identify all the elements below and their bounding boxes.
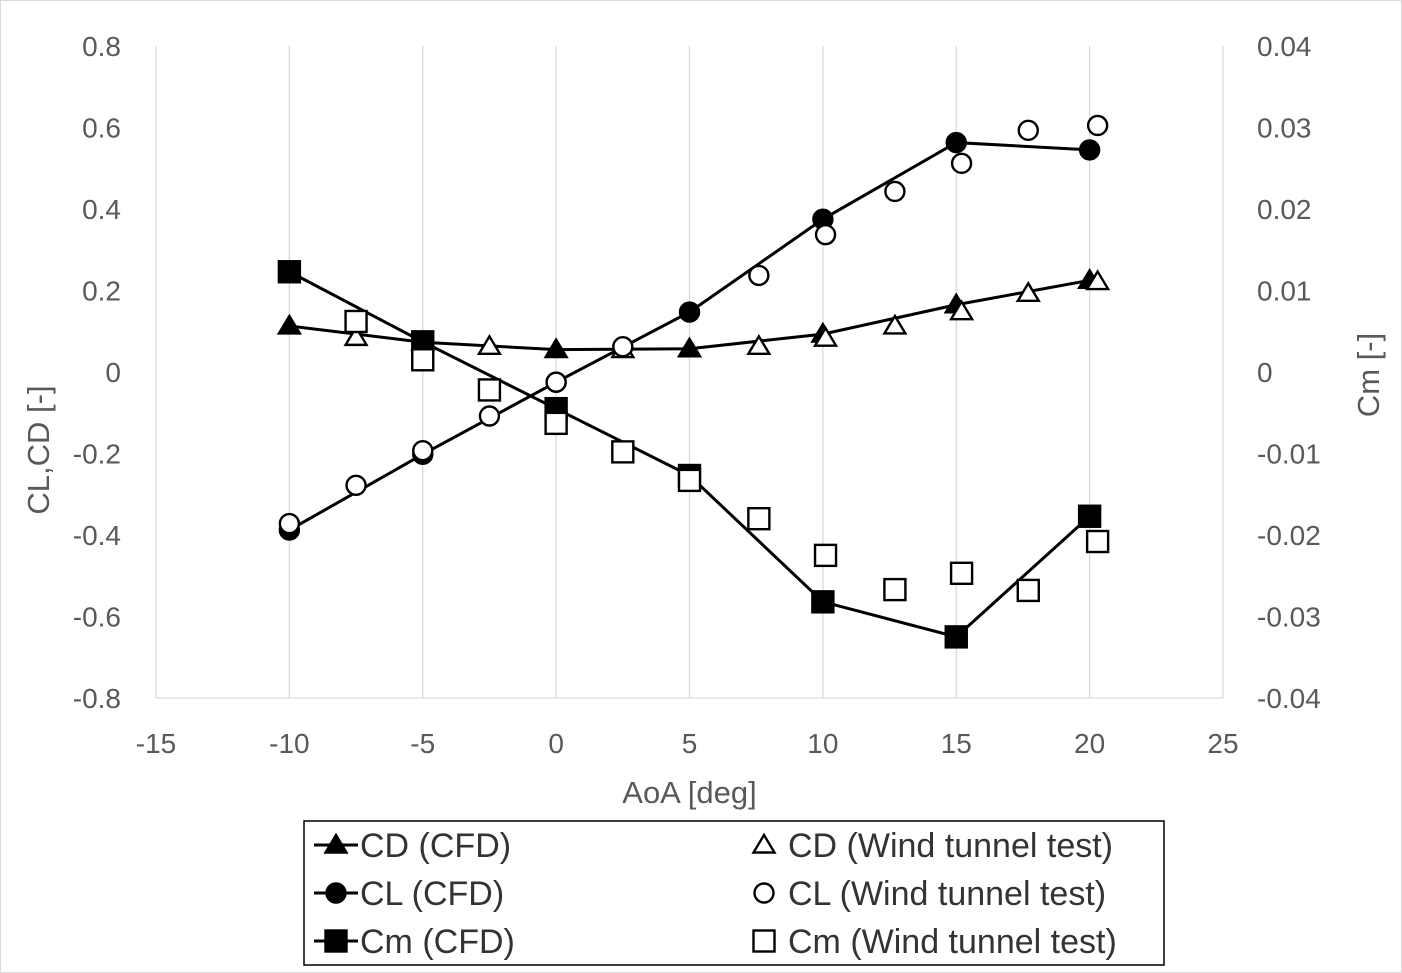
data-point xyxy=(478,405,501,427)
data-point xyxy=(882,313,908,335)
data-point xyxy=(746,333,772,356)
data-point xyxy=(811,590,835,614)
data-point xyxy=(813,543,838,568)
y-left-tick-label: -0.6 xyxy=(73,602,121,633)
y-right-tick-label: 0.04 xyxy=(1257,31,1312,62)
legend-item: CL (Wind tunnel test) xyxy=(753,875,1106,913)
grid-layer xyxy=(155,46,1224,699)
y-left-tick-label: 0.4 xyxy=(82,194,121,225)
data-point xyxy=(278,512,301,535)
data-point xyxy=(1086,114,1109,137)
data-point xyxy=(477,378,502,402)
y-right-tick-label: 0 xyxy=(1257,357,1273,388)
data-point xyxy=(883,577,907,602)
y-left-tick-label: -0.2 xyxy=(73,439,121,470)
data-point xyxy=(950,152,973,175)
data-point xyxy=(543,337,569,359)
legend-item: CD (CFD) xyxy=(314,827,511,865)
legend-marker xyxy=(324,929,348,953)
legend-label: CD (CFD) xyxy=(360,827,511,865)
data-point xyxy=(476,333,503,356)
x-tick-label: 25 xyxy=(1207,728,1238,759)
legend-marker xyxy=(323,832,349,854)
y-left-tick-label: 0.6 xyxy=(82,113,121,144)
x-tick-label: 20 xyxy=(1074,728,1105,759)
data-point xyxy=(677,468,702,493)
axis-layer: -15 -10 -5 0 5 10 15 20 25 0.8 0.6 0.4 0.2 0 -0.2 -0.4 -… xyxy=(21,31,1386,810)
data-point xyxy=(276,313,302,335)
data-point xyxy=(944,625,968,649)
legend: CD (CFD) CD (Wind tunnel test) CL (CFD) CL … xyxy=(303,820,1165,966)
data-point xyxy=(1085,269,1111,291)
x-tick-label: 15 xyxy=(941,728,972,759)
legend-marker xyxy=(325,882,347,904)
data-point xyxy=(1085,529,1110,554)
legend-marker xyxy=(751,832,777,854)
y-right-axis-title: Cm [-] xyxy=(1351,333,1386,417)
data-point xyxy=(1016,578,1040,603)
data-point xyxy=(945,131,967,154)
y-left-tick-label: -0.4 xyxy=(73,520,121,551)
x-tick-label: 5 xyxy=(682,728,698,759)
legend-label: CL (CFD) xyxy=(360,875,504,913)
legend-marker xyxy=(753,882,775,904)
data-point xyxy=(949,561,974,586)
x-tick-label: -15 xyxy=(136,728,176,759)
data-point xyxy=(343,325,369,347)
y-left-axis-title: CL,CD [-] xyxy=(21,385,56,514)
series-layer xyxy=(276,114,1111,649)
data-point xyxy=(1077,504,1102,528)
y-right-tick-label: -0.02 xyxy=(1257,520,1321,551)
legend-label: Cm (Wind tunnel test) xyxy=(788,923,1117,961)
data-point xyxy=(345,474,367,496)
legend-label: Cm (CFD) xyxy=(360,923,515,961)
y-left-tick-label: -0.8 xyxy=(73,683,121,714)
data-point xyxy=(411,348,435,372)
x-tick-label: 10 xyxy=(807,728,838,759)
data-point xyxy=(1015,281,1041,303)
data-point xyxy=(544,411,568,436)
legend-label: CL (Wind tunnel test) xyxy=(788,875,1106,913)
data-point xyxy=(812,325,839,347)
legend-item: CL (CFD) xyxy=(314,875,504,913)
y-right-tick-label: 0.01 xyxy=(1257,276,1312,307)
legend-item: CD (Wind tunnel test) xyxy=(751,827,1113,865)
data-point xyxy=(747,507,771,531)
y-right-tick-label: -0.04 xyxy=(1257,683,1321,714)
data-point xyxy=(412,439,434,462)
data-point xyxy=(545,371,567,393)
series-5 xyxy=(344,309,1110,603)
data-point xyxy=(344,309,368,334)
legend-item: Cm (Wind tunnel test) xyxy=(752,923,1117,961)
x-tick-label: -10 xyxy=(269,728,309,759)
data-point xyxy=(676,336,703,358)
legend-item: Cm (CFD) xyxy=(314,923,515,961)
data-point xyxy=(748,264,770,287)
data-point xyxy=(1078,139,1101,161)
legend-box xyxy=(303,820,1165,966)
y-left-tick-label: 0.8 xyxy=(82,31,121,62)
y-right-tick-label: 0.02 xyxy=(1257,194,1312,225)
y-right-tick-label: 0.03 xyxy=(1257,113,1312,144)
legend-label: CD (Wind tunnel test) xyxy=(788,827,1113,865)
data-point xyxy=(1017,119,1039,142)
x-tick-label: -5 xyxy=(410,728,435,759)
series-3 xyxy=(278,114,1109,535)
legend-marker xyxy=(752,929,776,953)
data-point xyxy=(277,260,302,284)
y-right-tick-label: -0.01 xyxy=(1257,439,1321,470)
data-point xyxy=(884,180,906,203)
x-tick-label: 0 xyxy=(548,728,564,759)
y-left-tick-label: 0.2 xyxy=(82,276,121,307)
y-right-tick-label: -0.03 xyxy=(1257,602,1321,633)
y-left-tick-label: 0 xyxy=(105,357,121,388)
data-point xyxy=(611,440,635,464)
data-point xyxy=(948,299,975,321)
data-point xyxy=(678,301,701,323)
data-point xyxy=(814,223,837,246)
data-point xyxy=(612,336,634,358)
x-axis-title: AoA [deg] xyxy=(622,775,756,810)
